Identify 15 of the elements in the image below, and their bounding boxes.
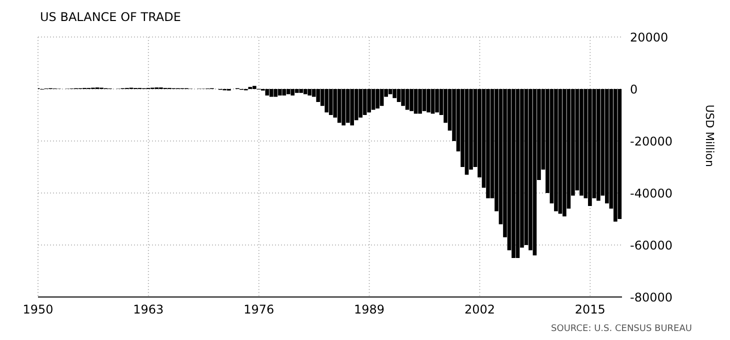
y-tick-label: 0 <box>630 82 638 96</box>
x-tick-label: 1950 <box>22 302 54 317</box>
y-tick-label: -20000 <box>630 134 673 148</box>
x-tick-label: 1976 <box>244 302 274 317</box>
y-axis-title: USD Million <box>703 104 716 168</box>
chart-title: US BALANCE OF TRADE <box>40 10 181 24</box>
source-note: SOURCE: U.S. CENSUS BUREAU <box>551 324 692 334</box>
x-tick-label: 2002 <box>464 302 495 317</box>
x-tick-label: 1989 <box>354 302 385 317</box>
y-tick-label: 20000 <box>630 30 668 44</box>
y-tick-label: -80000 <box>630 290 673 304</box>
x-tick-label: 1963 <box>133 302 164 317</box>
x-tick-label: 2015 <box>574 302 606 317</box>
y-tick-label: -60000 <box>630 238 673 252</box>
y-tick-label: -40000 <box>630 186 673 200</box>
